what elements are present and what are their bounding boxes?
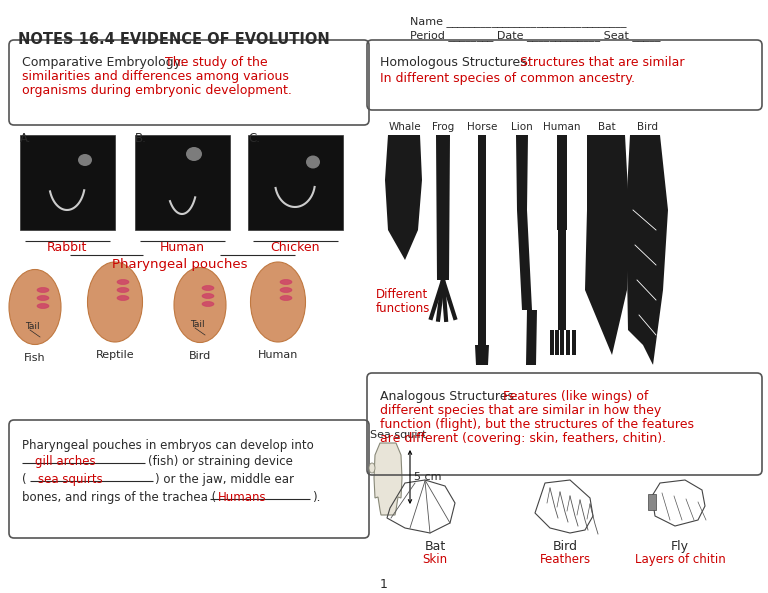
Text: organisms during embryonic development.: organisms during embryonic development. xyxy=(22,84,292,97)
Ellipse shape xyxy=(174,267,226,343)
Text: Bird: Bird xyxy=(637,122,658,132)
Text: Pharyngeal pouches in embryos can develop into: Pharyngeal pouches in embryos can develo… xyxy=(22,439,314,452)
Text: Humans: Humans xyxy=(218,491,266,504)
Text: Tail: Tail xyxy=(25,322,40,331)
Text: Lion: Lion xyxy=(511,122,533,132)
Text: gill arches: gill arches xyxy=(35,455,96,468)
Text: Bat: Bat xyxy=(425,540,445,553)
Text: In different species of common ancestry.: In different species of common ancestry. xyxy=(380,72,635,85)
Polygon shape xyxy=(558,230,566,330)
Text: Chicken: Chicken xyxy=(270,241,319,254)
Text: Period ________ Date _____________ Seat _____: Period ________ Date _____________ Seat … xyxy=(410,30,660,41)
Ellipse shape xyxy=(37,288,49,292)
Polygon shape xyxy=(626,135,668,365)
Polygon shape xyxy=(478,135,486,345)
Polygon shape xyxy=(560,330,564,355)
Polygon shape xyxy=(436,135,450,280)
Text: functions: functions xyxy=(376,302,430,315)
Text: Whale: Whale xyxy=(389,122,422,132)
Text: C.: C. xyxy=(248,132,260,145)
Text: (: ( xyxy=(22,473,27,486)
Text: Frog: Frog xyxy=(432,122,454,132)
Polygon shape xyxy=(555,330,559,355)
Polygon shape xyxy=(566,330,570,355)
Polygon shape xyxy=(585,135,629,355)
Text: Structures that are similar: Structures that are similar xyxy=(520,56,684,69)
Ellipse shape xyxy=(37,295,49,301)
Text: Tail: Tail xyxy=(190,320,204,329)
Text: Homologous Structures:: Homologous Structures: xyxy=(380,56,531,69)
Text: Horse: Horse xyxy=(467,122,497,132)
Text: bones, and rings of the trachea (: bones, and rings of the trachea ( xyxy=(22,491,217,504)
Text: The study of the: The study of the xyxy=(165,56,267,69)
Ellipse shape xyxy=(202,285,214,291)
Text: Bird: Bird xyxy=(189,351,211,361)
Polygon shape xyxy=(550,330,554,355)
Bar xyxy=(135,135,230,230)
Text: Different: Different xyxy=(376,288,429,301)
Ellipse shape xyxy=(306,155,320,168)
Text: Reptile: Reptile xyxy=(96,350,134,360)
Ellipse shape xyxy=(117,288,129,292)
Text: Analogous Structures:: Analogous Structures: xyxy=(380,390,518,403)
Text: A.: A. xyxy=(20,132,31,145)
Ellipse shape xyxy=(369,463,375,473)
Text: Layers of chitin: Layers of chitin xyxy=(634,553,725,566)
Text: Feathers: Feathers xyxy=(539,553,591,566)
Ellipse shape xyxy=(9,269,61,345)
Ellipse shape xyxy=(78,154,92,166)
Ellipse shape xyxy=(186,147,202,161)
Ellipse shape xyxy=(88,262,143,342)
Polygon shape xyxy=(526,310,537,365)
Polygon shape xyxy=(517,210,532,310)
Text: Rabbit: Rabbit xyxy=(47,241,88,254)
Bar xyxy=(648,494,656,510)
Text: Fly: Fly xyxy=(671,540,689,553)
Text: 5 cm: 5 cm xyxy=(414,472,442,482)
Bar xyxy=(20,135,115,230)
Text: Features (like wings) of: Features (like wings) of xyxy=(503,390,648,403)
Text: Pharyngeal pouches: Pharyngeal pouches xyxy=(112,258,248,271)
Text: Human: Human xyxy=(258,350,298,360)
Polygon shape xyxy=(374,443,402,515)
Text: Sea squirt: Sea squirt xyxy=(370,430,426,440)
Text: (fish) or straining device: (fish) or straining device xyxy=(148,455,293,468)
Polygon shape xyxy=(572,330,576,355)
Text: Name ________________________________: Name ________________________________ xyxy=(410,16,627,27)
Polygon shape xyxy=(557,135,567,230)
Text: ).: ). xyxy=(312,491,320,504)
Text: function (flight), but the structures of the features: function (flight), but the structures of… xyxy=(380,418,694,431)
Ellipse shape xyxy=(280,279,292,285)
Ellipse shape xyxy=(117,295,129,301)
Ellipse shape xyxy=(37,304,49,308)
Text: are different (covering: skin, feathers, chitin).: are different (covering: skin, feathers,… xyxy=(380,432,666,445)
Text: Human: Human xyxy=(543,122,581,132)
Ellipse shape xyxy=(280,288,292,292)
Text: ) or the jaw, middle ear: ) or the jaw, middle ear xyxy=(155,473,294,486)
Ellipse shape xyxy=(250,262,306,342)
Text: Fish: Fish xyxy=(24,353,46,363)
Ellipse shape xyxy=(280,295,292,301)
Polygon shape xyxy=(475,345,489,365)
Polygon shape xyxy=(385,135,422,260)
Text: sea squirts: sea squirts xyxy=(38,473,103,486)
Text: B.: B. xyxy=(135,132,147,145)
Text: Skin: Skin xyxy=(422,553,448,566)
Text: different species that are similar in how they: different species that are similar in ho… xyxy=(380,404,661,417)
Text: Bird: Bird xyxy=(552,540,578,553)
Ellipse shape xyxy=(202,294,214,298)
Text: similarities and differences among various: similarities and differences among vario… xyxy=(22,70,289,83)
Text: Human: Human xyxy=(160,241,204,254)
Text: 1: 1 xyxy=(380,578,388,591)
Text: Bat: Bat xyxy=(598,122,616,132)
Ellipse shape xyxy=(117,279,129,285)
Ellipse shape xyxy=(202,301,214,307)
Text: NOTES 16.4 EVIDENCE OF EVOLUTION: NOTES 16.4 EVIDENCE OF EVOLUTION xyxy=(18,32,329,47)
Bar xyxy=(248,135,343,230)
Polygon shape xyxy=(516,135,528,210)
Text: Comparative Embryology:: Comparative Embryology: xyxy=(22,56,184,69)
